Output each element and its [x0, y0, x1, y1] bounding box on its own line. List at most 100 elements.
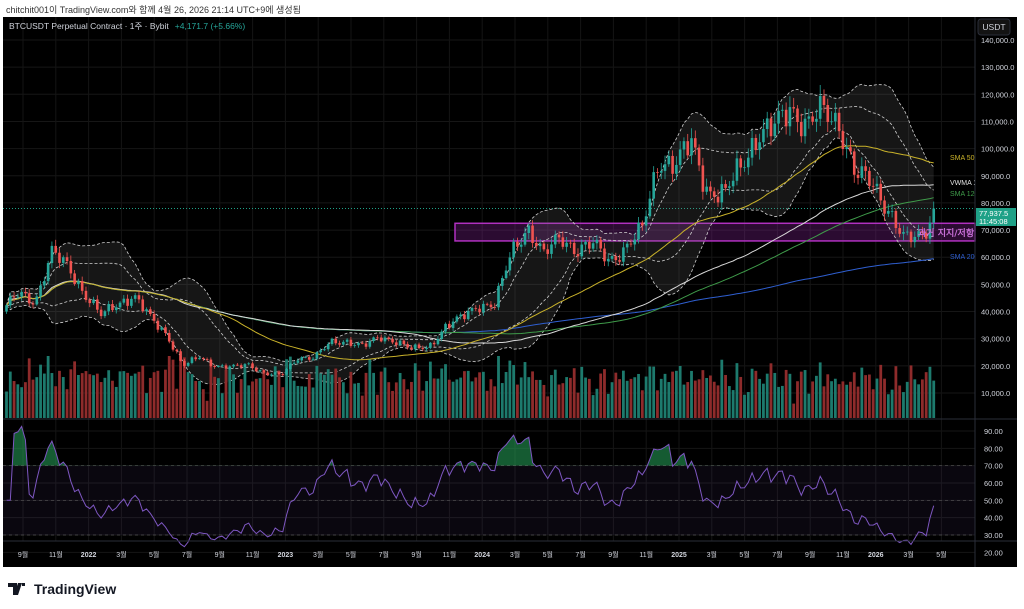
volume-bar: [595, 388, 599, 418]
price-axis[interactable]: 140,000.0 130,000.0 120,000.0 110,000.0 100,…: [981, 36, 1014, 398]
candle-body: [285, 369, 288, 375]
volume-bar: [481, 371, 485, 418]
volume-bar: [705, 377, 709, 418]
volume-bar: [232, 374, 235, 418]
candle-body: [796, 108, 799, 123]
candle-body: [572, 242, 576, 255]
candle-body: [65, 257, 69, 262]
candle-body: [815, 118, 818, 122]
candle-body: [451, 321, 455, 329]
candle-body: [175, 349, 179, 352]
candle-body: [493, 307, 497, 308]
volume-bar: [807, 393, 811, 418]
volume-bar: [145, 393, 148, 418]
candle-body: [262, 370, 266, 373]
time-tick-label: 9월: [608, 550, 618, 559]
candle-body: [482, 303, 485, 313]
volume-bar: [743, 394, 746, 418]
candle-body: [500, 278, 504, 286]
currency-button[interactable]: USDT: [977, 18, 1011, 36]
volume-bar: [330, 374, 334, 418]
time-tick-label: 7월: [772, 550, 782, 559]
candle-body: [436, 338, 440, 345]
bollinger-lower-band: [6, 137, 934, 386]
volume-bar: [773, 372, 777, 418]
volume-bar: [16, 384, 20, 418]
volume-bar: [262, 371, 266, 418]
volume-bar: [735, 363, 739, 418]
candle-body: [444, 323, 447, 332]
volume-bar: [731, 390, 735, 418]
volume-bar: [65, 389, 69, 418]
volume-bar: [152, 372, 156, 418]
candle-body: [372, 337, 375, 342]
volume-bar: [444, 364, 447, 418]
volume-bar: [254, 378, 258, 418]
price-tick-label: 80,000.0: [981, 199, 1010, 208]
volume-bar: [837, 384, 841, 418]
candle-body: [588, 241, 591, 249]
candle-body: [641, 222, 644, 226]
candle-body: [190, 357, 194, 363]
candle-body: [54, 245, 57, 253]
candle-body: [254, 368, 258, 372]
symbol-title[interactable]: BTCUSDT Perpetual Contract · 1주 · Bybit: [9, 21, 169, 31]
candle-body: [198, 358, 201, 360]
volume-bar: [39, 364, 42, 418]
volume-bar: [235, 392, 239, 418]
last-price-label: 77,937.5 11:45:08: [976, 208, 1016, 226]
price-tick-label: 130,000.0: [981, 63, 1014, 72]
candle-body: [542, 243, 546, 250]
candle-body: [395, 342, 398, 346]
last-price-value: 77,937.5: [979, 209, 1008, 218]
rsi-tick-label: 40.00: [984, 514, 1003, 523]
volume-bar: [394, 382, 398, 418]
candle-body: [194, 357, 198, 360]
time-tick-label: 2026: [868, 552, 884, 559]
candle-body: [860, 166, 864, 178]
volume-bar: [841, 381, 845, 418]
candle-body: [103, 311, 107, 317]
candle-body: [622, 247, 625, 262]
candle-body: [629, 243, 633, 245]
volume-bar: [99, 382, 103, 418]
volume-bar: [546, 396, 550, 418]
candle-body: [217, 365, 220, 368]
volume-bar: [569, 377, 572, 418]
time-tick-label: 11월: [49, 550, 63, 559]
candle-body: [667, 155, 671, 165]
volume-bar: [466, 370, 470, 418]
candle-body: [114, 307, 118, 311]
rsi-pane: [3, 425, 975, 548]
candle-body: [228, 366, 232, 369]
time-axis[interactable]: 9월 11월 2022 3월 5월 7월 9월 11월 2023 3월 5월 7월 9월 11월 2024 3…: [18, 550, 947, 559]
candle-body: [273, 372, 277, 375]
volume-bar: [345, 393, 349, 418]
candle-body: [777, 110, 780, 124]
moving-averages: [6, 145, 934, 361]
volume-bar: [637, 373, 640, 418]
volume-bar: [788, 373, 792, 418]
volume-bar: [54, 386, 58, 418]
candle-body: [898, 228, 901, 234]
candle-body: [152, 313, 156, 321]
volume-bar: [73, 361, 77, 418]
candle-body: [24, 291, 27, 294]
volume-bar: [527, 377, 531, 418]
chart-background: [3, 17, 1017, 567]
candle-body: [12, 296, 16, 298]
volume-bar: [296, 385, 300, 418]
volume-bar: [754, 370, 758, 418]
time-tick-label: 9월: [411, 550, 421, 559]
volume-bar: [667, 382, 671, 418]
candle-body: [818, 95, 822, 119]
candle-body: [652, 172, 655, 199]
tradingview-logo[interactable]: TradingView: [8, 581, 116, 597]
candle-body: [232, 364, 235, 367]
volume-bar: [621, 370, 625, 418]
volume-bar: [129, 375, 133, 418]
rsi-axis[interactable]: 90.00 80.00 70.00 60.00 50.00 40.00 30.00 20.00: [984, 427, 1003, 557]
volume-bar: [883, 378, 886, 418]
volume-bar: [822, 386, 826, 418]
